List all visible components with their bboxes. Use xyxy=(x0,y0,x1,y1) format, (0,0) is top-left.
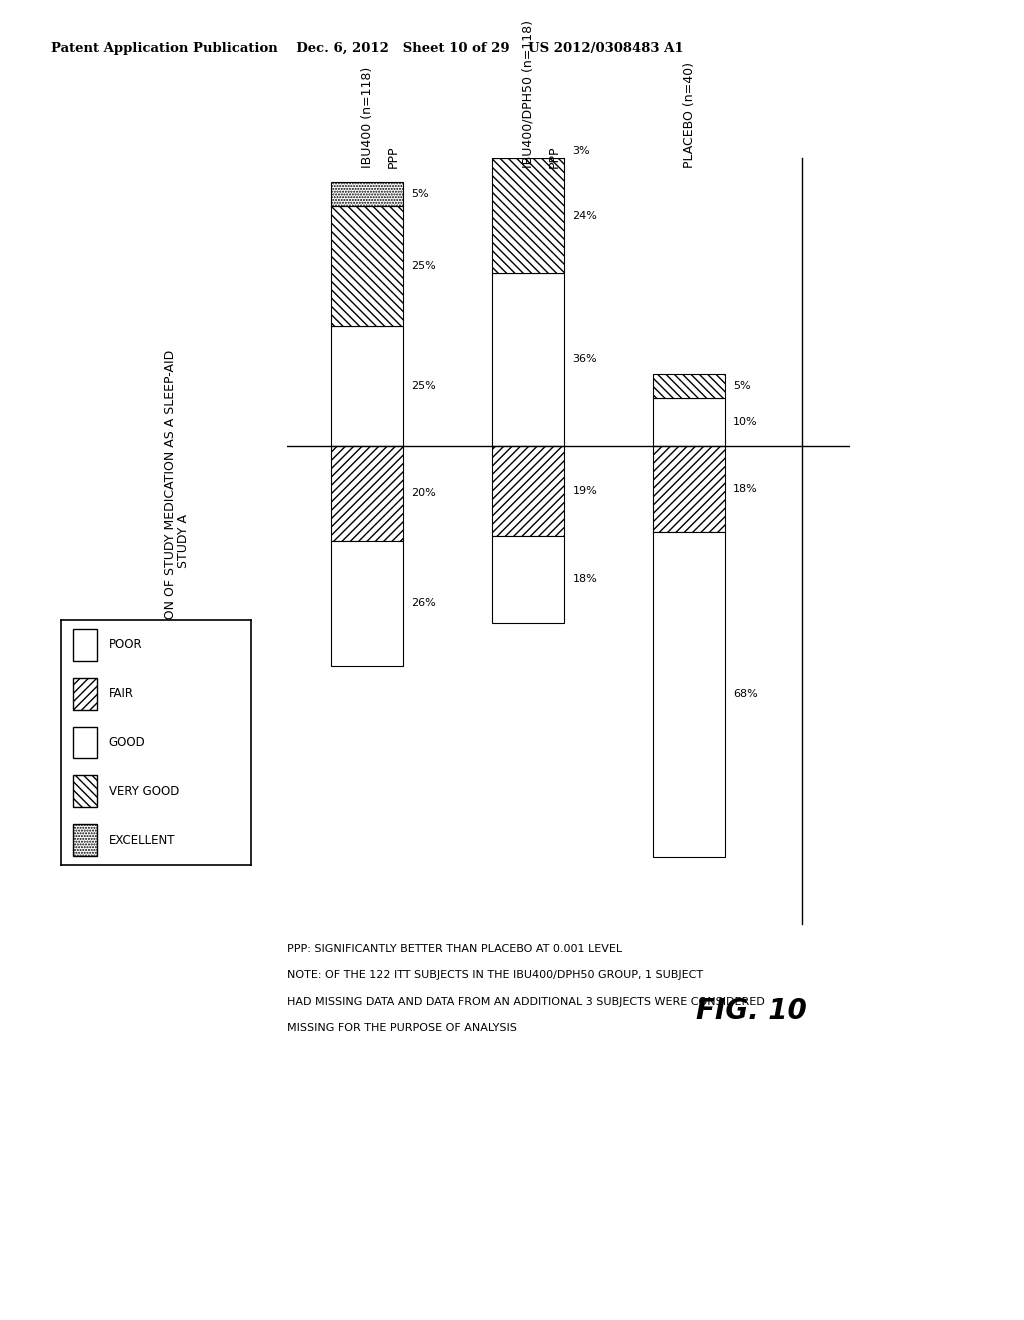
Text: 18%: 18% xyxy=(733,483,758,494)
Text: Patent Application Publication    Dec. 6, 2012   Sheet 10 of 29    US 2012/03084: Patent Application Publication Dec. 6, 2… xyxy=(51,42,684,55)
Bar xyxy=(653,446,725,532)
Text: 18%: 18% xyxy=(572,574,597,585)
Text: 36%: 36% xyxy=(572,354,597,364)
Bar xyxy=(331,326,403,446)
Text: 25%: 25% xyxy=(412,380,436,391)
Text: PPP: PPP xyxy=(386,145,399,168)
Text: PPP: PPP xyxy=(548,145,560,168)
Text: NOTE: OF THE 122 ITT SUBJECTS IN THE IBU400/DPH50 GROUP, 1 SUBJECT: NOTE: OF THE 122 ITT SUBJECTS IN THE IBU… xyxy=(287,970,702,981)
Text: FIG. 10: FIG. 10 xyxy=(696,997,807,1024)
Text: EXCELLENT: EXCELLENT xyxy=(109,834,175,846)
Text: 10%: 10% xyxy=(733,417,758,426)
Text: PPP: SIGNIFICANTLY BETTER THAN PLACEBO AT 0.001 LEVEL: PPP: SIGNIFICANTLY BETTER THAN PLACEBO A… xyxy=(287,944,622,954)
Text: POOR: POOR xyxy=(109,639,142,651)
Bar xyxy=(331,182,403,206)
Text: 68%: 68% xyxy=(733,689,758,700)
Text: MISSING FOR THE PURPOSE OF ANALYSIS: MISSING FOR THE PURPOSE OF ANALYSIS xyxy=(287,1023,516,1034)
Bar xyxy=(653,532,725,857)
Bar xyxy=(73,824,97,857)
Text: 20%: 20% xyxy=(412,488,436,499)
Bar xyxy=(331,206,403,326)
Text: 5%: 5% xyxy=(733,380,751,391)
Text: GOOD: GOOD xyxy=(109,737,145,748)
Text: VERY GOOD: VERY GOOD xyxy=(109,785,179,797)
Text: 24%: 24% xyxy=(572,211,597,220)
Bar xyxy=(492,273,564,446)
Text: 26%: 26% xyxy=(412,598,436,609)
Bar xyxy=(73,628,97,661)
Text: IBU400 (n=118): IBU400 (n=118) xyxy=(360,67,374,168)
Text: 5%: 5% xyxy=(412,189,429,199)
Bar xyxy=(492,536,564,623)
Bar xyxy=(653,374,725,397)
Bar xyxy=(73,677,97,710)
Text: PLACEBO (n=40): PLACEBO (n=40) xyxy=(683,62,695,168)
Bar xyxy=(653,397,725,446)
Text: FAIR: FAIR xyxy=(109,688,134,700)
Text: 3%: 3% xyxy=(572,147,590,156)
Text: 19%: 19% xyxy=(572,486,597,496)
Text: IBU400/DPH50 (n=118): IBU400/DPH50 (n=118) xyxy=(521,20,535,168)
Bar xyxy=(492,158,564,273)
Bar xyxy=(492,144,564,158)
Text: 25%: 25% xyxy=(412,261,436,271)
Text: GLOBAL EVALUATION OF STUDY MEDICATION AS A SLEEP-AID: GLOBAL EVALUATION OF STUDY MEDICATION AS… xyxy=(165,350,177,733)
Bar xyxy=(73,775,97,808)
Bar xyxy=(73,726,97,759)
Bar xyxy=(492,446,564,536)
Bar xyxy=(331,541,403,665)
Text: HAD MISSING DATA AND DATA FROM AN ADDITIONAL 3 SUBJECTS WERE CONSIDERED: HAD MISSING DATA AND DATA FROM AN ADDITI… xyxy=(287,997,765,1007)
Text: STUDY A: STUDY A xyxy=(177,515,190,568)
Bar xyxy=(331,446,403,541)
